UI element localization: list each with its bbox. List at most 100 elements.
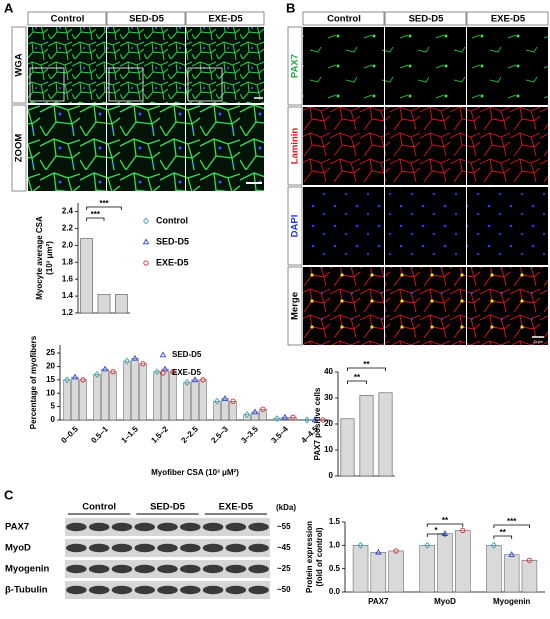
significance-bracket [86,217,105,221]
blot-band [88,564,110,574]
marker [320,417,326,423]
micrograph [303,107,384,185]
marker [260,406,266,412]
y-tick-label: 10 [46,388,55,397]
marker [170,369,176,375]
bar [131,358,139,421]
bar [259,409,267,421]
bar [63,379,71,421]
y-tick-label: 20 [324,419,333,428]
significance-label: ** [363,360,370,369]
bar [139,363,147,421]
y-axis-title: (10³ μm²) [45,241,54,275]
significance-label: *** [91,210,101,219]
significance-bracket [347,380,367,384]
blot-band [111,522,133,532]
blot-band [66,564,87,574]
marker [94,370,100,378]
micrograph [467,267,548,345]
row-label-box [11,104,27,192]
y-tick-label: 30 [324,393,333,402]
bar [109,371,117,421]
significance-label: ** [442,516,449,525]
bar [289,417,297,421]
header-box [185,11,265,26]
micrograph [107,27,185,103]
blot-band [88,585,110,595]
bar [229,401,237,421]
bar [352,545,369,593]
blot-band [157,564,178,574]
micrograph [28,27,106,103]
x-tick-label: 2–2.5 [179,424,200,445]
row-label-box [11,26,27,104]
micrograph [467,187,548,265]
bar [71,376,79,421]
marker [101,365,109,372]
column-header: SED-D5 [409,14,445,25]
marker [80,377,86,383]
blot-band [202,522,224,532]
y-axis-title: (fold of control) [315,527,324,586]
blot-band [248,585,269,595]
bar [221,398,229,421]
panel-label: C [4,487,14,502]
blot-band [157,522,178,532]
scale-bar-label: 20 μm [533,340,543,344]
bar [359,395,374,477]
blot-band [248,522,269,532]
y-tick-label: 2.2 [62,223,74,232]
blot-band [202,543,224,553]
blot-band [134,543,155,553]
y-tick-label: 10 [324,445,333,454]
blot-band [134,585,155,595]
blot-row: MyoD [5,543,31,554]
bar [503,554,520,593]
marker [393,548,399,554]
header-box [27,11,107,26]
kda-size: ~50 [277,585,291,594]
micrograph [467,27,548,105]
y-axis-title: PAX7 positive cells [313,387,322,460]
y-tick-label: 20 [46,362,55,371]
blot-row: PAX7 [5,522,29,533]
x-tick-label: Myogenin [493,597,530,606]
panel-c: C (kDa) [4,487,296,512]
micrograph [385,27,466,105]
marker [143,217,149,225]
micrograph [303,267,384,345]
row-label-box [287,26,303,106]
significance-label: * [435,526,439,535]
marker [460,527,466,534]
marker [71,373,79,380]
bar [183,382,191,421]
marker [281,413,289,420]
bar [273,418,281,421]
marker [124,357,130,365]
blot-group: Control [82,502,116,513]
marker [375,548,382,555]
row-label: PAX7 [290,54,301,78]
blot-band [225,543,247,553]
column-header: EXE-D5 [208,14,243,25]
marker [184,379,190,386]
micrograph [467,107,548,185]
x-tick-label: PAX7 [368,597,389,606]
marker [290,414,296,420]
x-tick-label: 2.5–3 [209,424,230,445]
y-axis-title: Protein expression [305,521,314,593]
blot-group: SED-D5 [150,502,186,513]
significance-bracket [426,523,464,527]
kda-size: ~55 [277,522,291,531]
bar [161,368,169,421]
blot-band [180,522,201,532]
bar [191,379,199,421]
marker [490,541,497,549]
marker [508,551,515,557]
legend-label: Control [156,215,188,225]
blot-row: Myogenin [5,564,50,575]
x-axis-title: Myofiber CSA (10³ μM²) [151,468,239,477]
row-label: Merge [290,292,301,320]
marker [230,398,236,404]
y-tick-label: 2.0 [62,240,74,249]
